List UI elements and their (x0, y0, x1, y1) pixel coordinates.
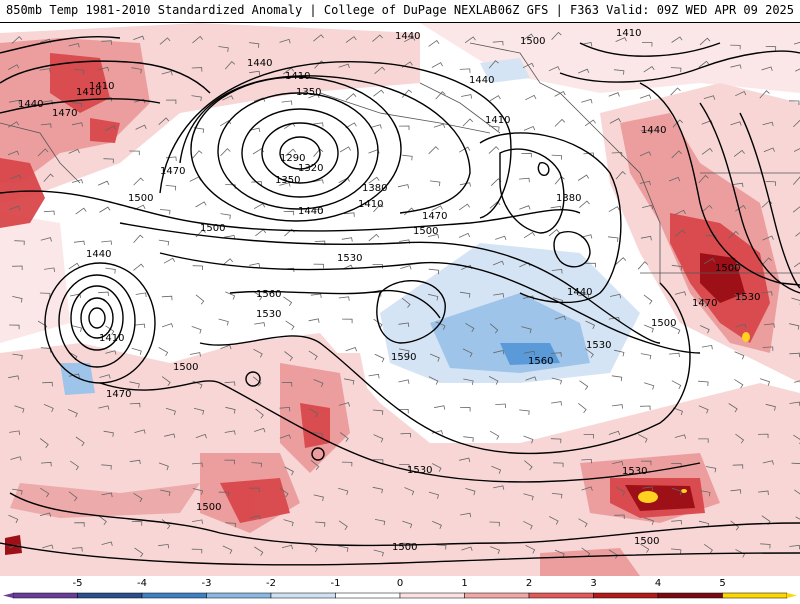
colorbar-tick-label: -4 (137, 578, 147, 589)
contour-label: 1500 (634, 536, 659, 547)
header-bar: 850mb Temp 1981-2010 Standardized Anomal… (0, 0, 800, 23)
contour-label: 1530 (735, 292, 760, 303)
colorbar-tick-label: 0 (397, 578, 403, 589)
colorbar-max-cap (787, 593, 797, 598)
colorbar-tick-label: 1 (461, 578, 467, 589)
contour-label: 1470 (106, 389, 131, 400)
colorbar-min-cap (3, 593, 13, 598)
contour-label: 1560 (528, 356, 553, 367)
colorbar-swatch (400, 593, 465, 598)
contour-label: 1350 (275, 175, 300, 186)
colorbar-swatch (336, 593, 401, 598)
colorbar-svg: -5 -4 -3 -2 -1 0 1 2 3 4 5 (0, 576, 800, 600)
contour-label: 1470 (160, 166, 185, 177)
map-title: 850mb Temp 1981-2010 Standardized Anomal… (6, 3, 497, 17)
contour-label: 1440 (298, 206, 323, 217)
contour-label: 1440 (469, 75, 494, 86)
colorbar-tick-label: -3 (202, 578, 212, 589)
contour-label: 1560 (256, 289, 281, 300)
anomaly-map: 1410 1440 1410 1350 1290 1320 1350 1380 … (0, 23, 800, 576)
colorbar-swatch (142, 593, 207, 598)
colorbar-tick-label: 2 (526, 578, 532, 589)
contour-label: 1410 (485, 115, 510, 126)
contour-label: 1530 (407, 465, 432, 476)
contour-label: 1410 (285, 71, 310, 82)
colorbar-tick-label: -1 (331, 578, 341, 589)
colorbar-swatches (3, 593, 797, 598)
contour-label: 1440 (395, 31, 420, 42)
contour-label: 1410 (358, 199, 383, 210)
contour-label: 1500 (715, 263, 740, 274)
contour-label: 1500 (651, 318, 676, 329)
contour-label: 1410 (616, 28, 641, 39)
contour-label: 1440 (247, 58, 272, 69)
colorbar-tick-label: 4 (655, 578, 661, 589)
contour-label: 1500 (413, 226, 438, 237)
colorbar-tick-label: -5 (73, 578, 83, 589)
contour-label: 1440 (18, 99, 43, 110)
colorbar-tick-labels: -5 -4 -3 -2 -1 0 1 2 3 4 5 (73, 578, 726, 589)
colorbar-tick-label: -2 (266, 578, 276, 589)
contour-label: 1440 (567, 287, 592, 298)
contour-label: 1470 (692, 298, 717, 309)
contour-label: 1350 (296, 87, 321, 98)
contour-label: 1500 (200, 223, 225, 234)
contour-label: 1590 (391, 352, 416, 363)
contour-label: 1440 (641, 125, 666, 136)
colorbar-swatch (271, 593, 336, 598)
contour-label: 1500 (392, 542, 417, 553)
colorbar-swatch (78, 593, 143, 598)
contour-label: 1410 (99, 333, 124, 344)
contour-label: 1440 (86, 249, 111, 260)
colorbar-swatch (594, 593, 659, 598)
contour-label: 1470 (422, 211, 447, 222)
colorbar-swatch (529, 593, 594, 598)
contour-label: 1470 (52, 108, 77, 119)
colorbar-swatch (465, 593, 530, 598)
colorbar-swatch (207, 593, 272, 598)
contour-label: 1500 (173, 362, 198, 373)
contour-label: 1410 (76, 87, 101, 98)
contour-label: 1500 (128, 193, 153, 204)
colorbar-swatch (658, 593, 723, 598)
run-info: 06Z GFS | F363 Valid: 09Z WED APR 09 202… (498, 3, 794, 17)
contour-label: 1380 (362, 183, 387, 194)
colorbar-tick-label: 5 (719, 578, 725, 589)
contour-label: 1380 (556, 193, 581, 204)
contour-label: 1530 (256, 309, 281, 320)
contour-label: 1320 (298, 163, 323, 174)
colorbar-tick-label: 3 (590, 578, 596, 589)
contour-label: 1530 (622, 466, 647, 477)
contour-label: 1500 (196, 502, 221, 513)
contour-label: 1530 (586, 340, 611, 351)
colorbar-swatch (13, 593, 78, 598)
contour-label: 1530 (337, 253, 362, 264)
colorbar-swatch (723, 593, 788, 598)
colorbar: -5 -4 -3 -2 -1 0 1 2 3 4 5 (0, 576, 800, 600)
contour-label: 1500 (520, 36, 545, 47)
